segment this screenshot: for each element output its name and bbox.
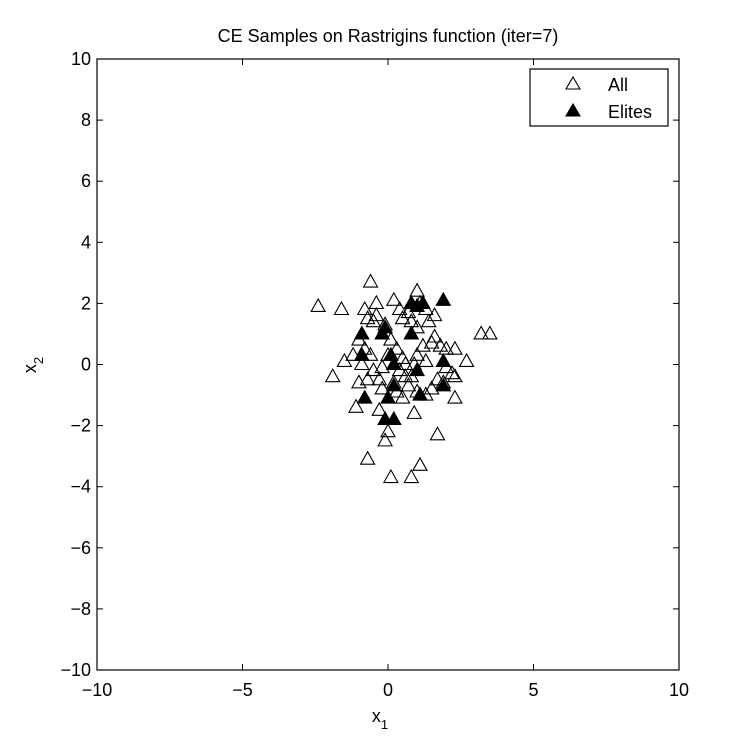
elite-sample-point <box>385 355 402 371</box>
sample-point <box>397 368 414 383</box>
y-tick-label: −10 <box>60 660 91 680</box>
y-tick-label: 4 <box>81 232 91 252</box>
sample-point <box>324 368 341 383</box>
sample-point <box>388 340 405 355</box>
elite-sample-point <box>409 361 426 377</box>
legend: All Elites <box>529 68 669 127</box>
y-tick-label: −6 <box>70 538 91 558</box>
sample-point <box>385 291 402 306</box>
sample-point <box>426 306 443 322</box>
elite-sample-point <box>435 291 452 306</box>
sample-point <box>481 325 498 340</box>
elite-sample-point <box>403 325 420 340</box>
x-tick-label: 0 <box>383 680 393 700</box>
elite-sample-point <box>377 319 394 334</box>
y-axis-label-sub: 2 <box>31 357 46 364</box>
y-axis-ticks: −10 −8 −6 −4 −2 0 2 4 6 8 10 <box>60 49 679 680</box>
plot-area <box>96 58 680 671</box>
sample-point <box>353 355 370 371</box>
y-tick-label: 10 <box>71 49 91 69</box>
sample-point <box>374 358 391 374</box>
x-axis-ticks: −10 −5 0 5 10 <box>82 59 689 700</box>
sample-point <box>400 377 417 392</box>
elite-sample-point <box>412 386 428 401</box>
sample-point <box>429 426 446 441</box>
x-tick-label: −10 <box>82 680 113 700</box>
sample-point <box>368 306 385 322</box>
sample-point <box>348 398 364 413</box>
elite-sample-point <box>435 352 452 367</box>
sample-point <box>409 319 426 334</box>
legend-label-all: All <box>608 75 628 95</box>
sample-point <box>382 468 399 484</box>
sample-point <box>380 423 396 438</box>
y-tick-label: 0 <box>81 355 91 375</box>
elite-sample-point <box>353 325 370 340</box>
sample-point <box>423 380 440 395</box>
sample-point <box>362 273 379 288</box>
sample-point <box>336 352 353 367</box>
x-axis-label: x1 <box>372 706 388 732</box>
y-tick-label: −8 <box>70 599 91 619</box>
x-tick-label: 10 <box>669 680 689 700</box>
sample-point <box>446 340 463 355</box>
sample-point <box>394 389 411 404</box>
sample-point <box>371 401 388 416</box>
elite-sample-point <box>385 410 402 426</box>
sample-point <box>310 297 327 313</box>
sample-point <box>403 468 420 484</box>
sample-point <box>359 450 376 465</box>
legend-marker-all <box>565 75 581 90</box>
y-axis-label-main: x <box>20 364 40 373</box>
sample-point <box>426 328 443 343</box>
x-axis-label-main: x <box>372 706 381 726</box>
sample-point <box>391 300 408 316</box>
sample-point <box>371 371 388 386</box>
sample-point <box>406 404 423 419</box>
x-tick-label: −5 <box>232 680 253 700</box>
sample-point <box>377 432 394 447</box>
chart-title: CE Samples on Rastrigins function (iter=… <box>218 26 559 46</box>
sample-point <box>409 282 426 297</box>
sample-point <box>438 340 455 355</box>
elite-sample-point <box>353 346 370 361</box>
legend-marker-elites <box>565 102 581 117</box>
sample-point <box>458 352 475 367</box>
sample-point <box>333 300 350 316</box>
sample-point <box>417 352 434 367</box>
x-axis-label-sub: 1 <box>381 717 388 732</box>
elite-sample-point <box>414 294 431 309</box>
sample-point <box>345 346 362 361</box>
legend-box <box>529 68 669 127</box>
sample-point <box>359 371 376 386</box>
y-axis-label: x2 <box>20 357 46 373</box>
elite-sample-point <box>380 389 396 404</box>
y-tick-label: 2 <box>81 293 91 313</box>
y-tick-label: 8 <box>81 110 91 130</box>
series-elites <box>353 291 452 426</box>
elite-sample-point <box>435 377 452 392</box>
sample-point <box>446 368 463 383</box>
x-tick-label: 5 <box>528 680 538 700</box>
y-tick-label: −2 <box>70 416 91 436</box>
sample-point <box>362 346 379 361</box>
sample-point <box>374 380 391 395</box>
elite-sample-point <box>385 377 402 392</box>
elite-sample-point <box>356 389 373 404</box>
sample-point <box>409 346 426 361</box>
sample-point <box>356 300 373 316</box>
sample-point <box>412 456 428 471</box>
y-tick-label: 6 <box>81 171 91 191</box>
sample-point <box>446 389 463 404</box>
sample-point <box>473 325 490 340</box>
legend-label-elites: Elites <box>608 102 652 122</box>
y-tick-label: −4 <box>70 477 91 497</box>
